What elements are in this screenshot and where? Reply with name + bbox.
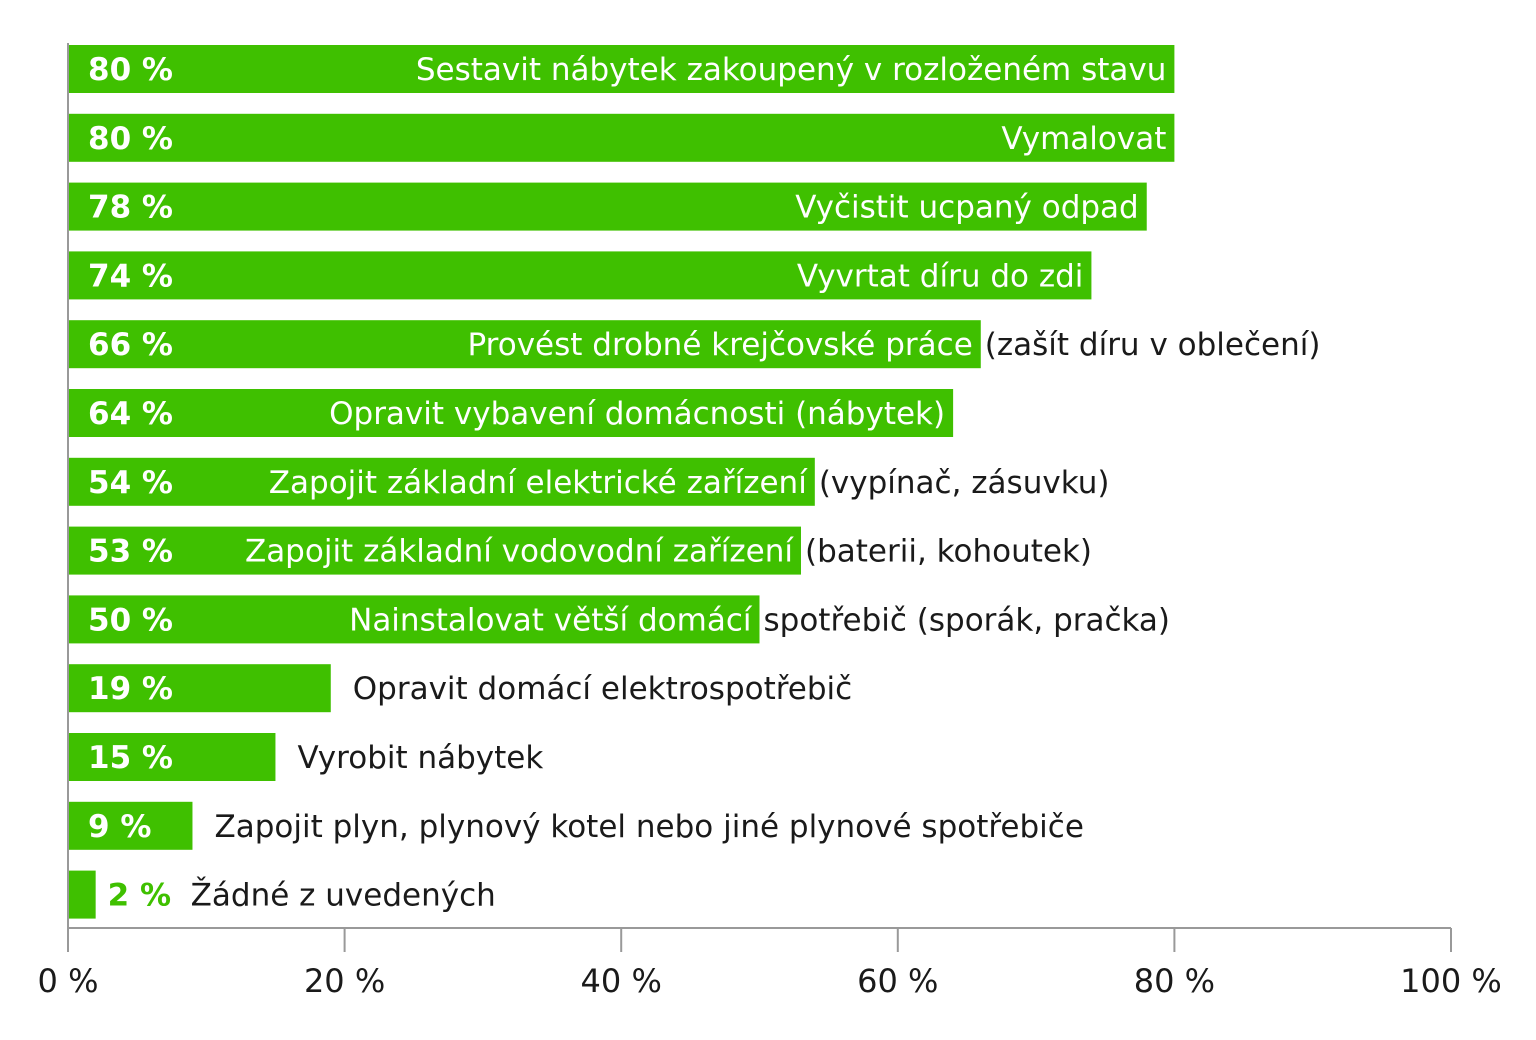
bar-row: 50 % Nainstalovat větší domácí spotřebič (… [68, 595, 1171, 644]
bar-value-label: 15 % [88, 740, 173, 776]
bar-category-label-on-bar: Zapojit základní elektrické zařízení [269, 465, 808, 501]
bar [68, 113, 1175, 162]
bar-category-label-rest: (zašít díru v oblečení) [985, 327, 1321, 363]
x-axis: 0 % 20 % 40 % 60 % 80 % 100 % [38, 43, 1502, 1000]
bar-row: 15 % Vyrobit nábytek [68, 733, 543, 781]
bar-value-label: 78 % [88, 190, 173, 226]
bar-value-label: 80 % [88, 121, 173, 157]
x-tick-label: 80 % [1134, 962, 1215, 1000]
bar-category-label-on-bar: Vyvrtat díru do zdi [797, 258, 1084, 294]
bar-row: 9 % Zapojit plyn, plynový kotel nebo jiné… [68, 801, 1084, 850]
bar-value-label: 66 % [88, 327, 173, 363]
bar-row: 80 % Sestavit nábytek zakoupený v rozlože… [68, 45, 1175, 93]
bar [68, 389, 954, 437]
bar-category-label-on-bar: Opravit vybavení domácnosti (nábytek) [329, 396, 945, 432]
bar-row: 74 % Vyvrtat díru do zdi [68, 251, 1092, 300]
bar [68, 320, 981, 369]
bar-category-label: Zapojit plyn, plynový kotel nebo jiné pl… [214, 809, 1083, 845]
bar-row: 19 % Opravit domácí elektrospotřebič [68, 664, 852, 713]
bar [68, 45, 1175, 93]
bar-row: 78 % Vyčistit ucpaný odpad [68, 182, 1147, 231]
bar-value-label: 54 % [88, 465, 173, 501]
bar-row: 54 % Zapojit základní elektrické zařízení… [68, 457, 1110, 506]
x-tick-label: 40 % [581, 962, 662, 1000]
bar-category-label-rest: (vypínač, zásuvku) [819, 465, 1110, 501]
bar-category-label-rest: spotřebič (sporák, pračka) [764, 602, 1171, 638]
bar-value-label: 2 % [108, 878, 171, 914]
bar-category-label-on-bar: Vyčistit ucpaný odpad [795, 190, 1139, 226]
bar-category-label-on-bar: Vymalovat [1001, 121, 1166, 157]
bar-category-label-on-bar: Zapojit základní vodovodní zařízení [245, 534, 794, 570]
bar-category-label-on-bar: Nainstalovat větší domácí [349, 602, 753, 638]
bar-value-label: 19 % [88, 671, 173, 707]
bar-value-label: 53 % [88, 534, 173, 570]
bar [68, 733, 276, 781]
bar-value-label: 80 % [88, 52, 173, 88]
bar-value-label: 50 % [88, 602, 173, 638]
bar-row: 2 % Žádné z uvedených [68, 870, 496, 919]
bar-category-label: Opravit domácí elektrospotřebič [353, 671, 852, 707]
x-tick-label: 60 % [857, 962, 938, 1000]
bar-category-label-on-bar: Provést drobné krejčovské práce [468, 327, 973, 363]
bar [68, 595, 760, 644]
bar [68, 251, 1092, 300]
bar-value-label: 74 % [88, 258, 173, 294]
bar [68, 870, 96, 919]
bar-category-label: Vyrobit nábytek [297, 740, 543, 776]
bar [68, 801, 193, 850]
bar-category-label-rest: (baterii, kohoutek) [805, 534, 1092, 570]
bar-row: 80 % Vymalovat [68, 113, 1175, 162]
bar [68, 664, 331, 713]
bar-row: 64 % Opravit vybavení domácnosti (nábytek… [68, 389, 954, 437]
x-tick-label: 20 % [304, 962, 385, 1000]
bar [68, 526, 801, 575]
bar-value-label: 9 % [88, 809, 151, 845]
bars-layer: 80 % Sestavit nábytek zakoupený v rozlože… [68, 45, 1320, 919]
bar [68, 182, 1147, 231]
x-tick-label: 0 % [38, 962, 99, 1000]
bar-category-label: Žádné z uvedených [191, 878, 496, 914]
bar-row: 66 % Provést drobné krejčovské práce (zaší… [68, 320, 1321, 369]
x-tick-label: 100 % [1400, 962, 1502, 1000]
bar [68, 457, 815, 506]
bar-category-label-on-bar: Sestavit nábytek zakoupený v rozloženém … [416, 52, 1167, 88]
bar-row: 53 % Zapojit základní vodovodní zařízení (… [68, 526, 1092, 575]
bar-value-label: 64 % [88, 396, 173, 432]
